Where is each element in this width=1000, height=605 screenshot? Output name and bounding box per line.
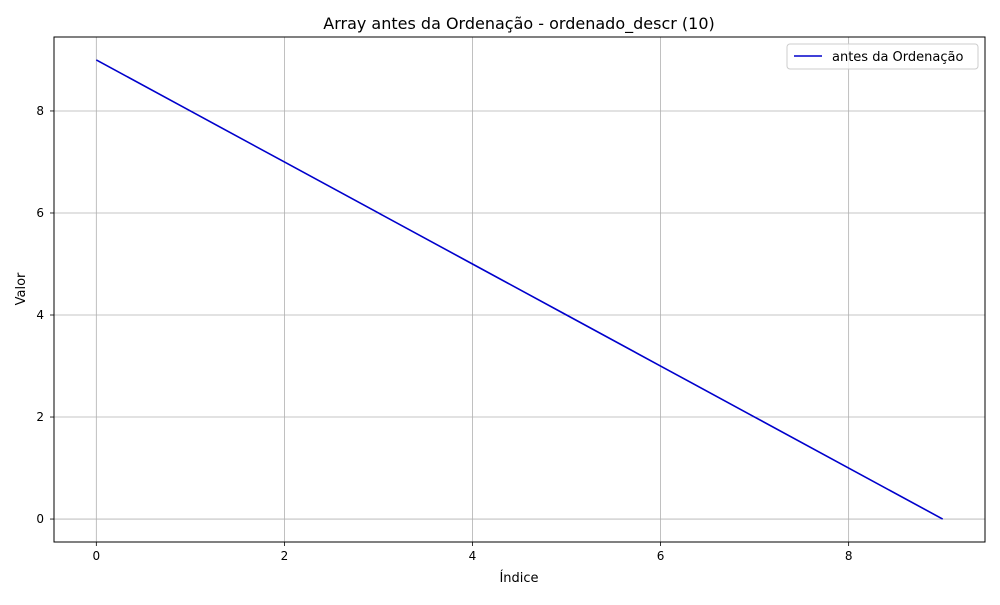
x-tick-label: 4 <box>469 549 477 563</box>
legend-box <box>786 43 979 70</box>
y-tick-label: 4 <box>36 308 44 322</box>
x-tick-label: 2 <box>281 549 289 563</box>
grid-layer <box>54 37 985 542</box>
y-tick-label: 6 <box>36 206 44 220</box>
plot-frame <box>53 36 986 543</box>
y-axis-label: Valor <box>14 272 29 305</box>
x-tick-label: 6 <box>657 549 665 563</box>
series-line <box>95 59 944 520</box>
x-axis-label: Índice <box>499 570 538 586</box>
chart-title: Array antes da Ordenação - ordenado_desc… <box>323 14 715 34</box>
tick-layer: 0 2 4 6 8 0 2 4 6 8 <box>36 104 852 563</box>
y-tick-label: 2 <box>36 410 44 424</box>
legend-label: antes da Ordenação <box>832 50 963 65</box>
y-tick-label: 8 <box>36 104 44 118</box>
series-layer <box>95 59 944 520</box>
x-tick-label: 0 <box>92 549 100 563</box>
legend: antes da Ordenação <box>786 43 979 70</box>
x-tick-label: 8 <box>845 549 853 563</box>
y-tick-label: 0 <box>36 512 44 526</box>
